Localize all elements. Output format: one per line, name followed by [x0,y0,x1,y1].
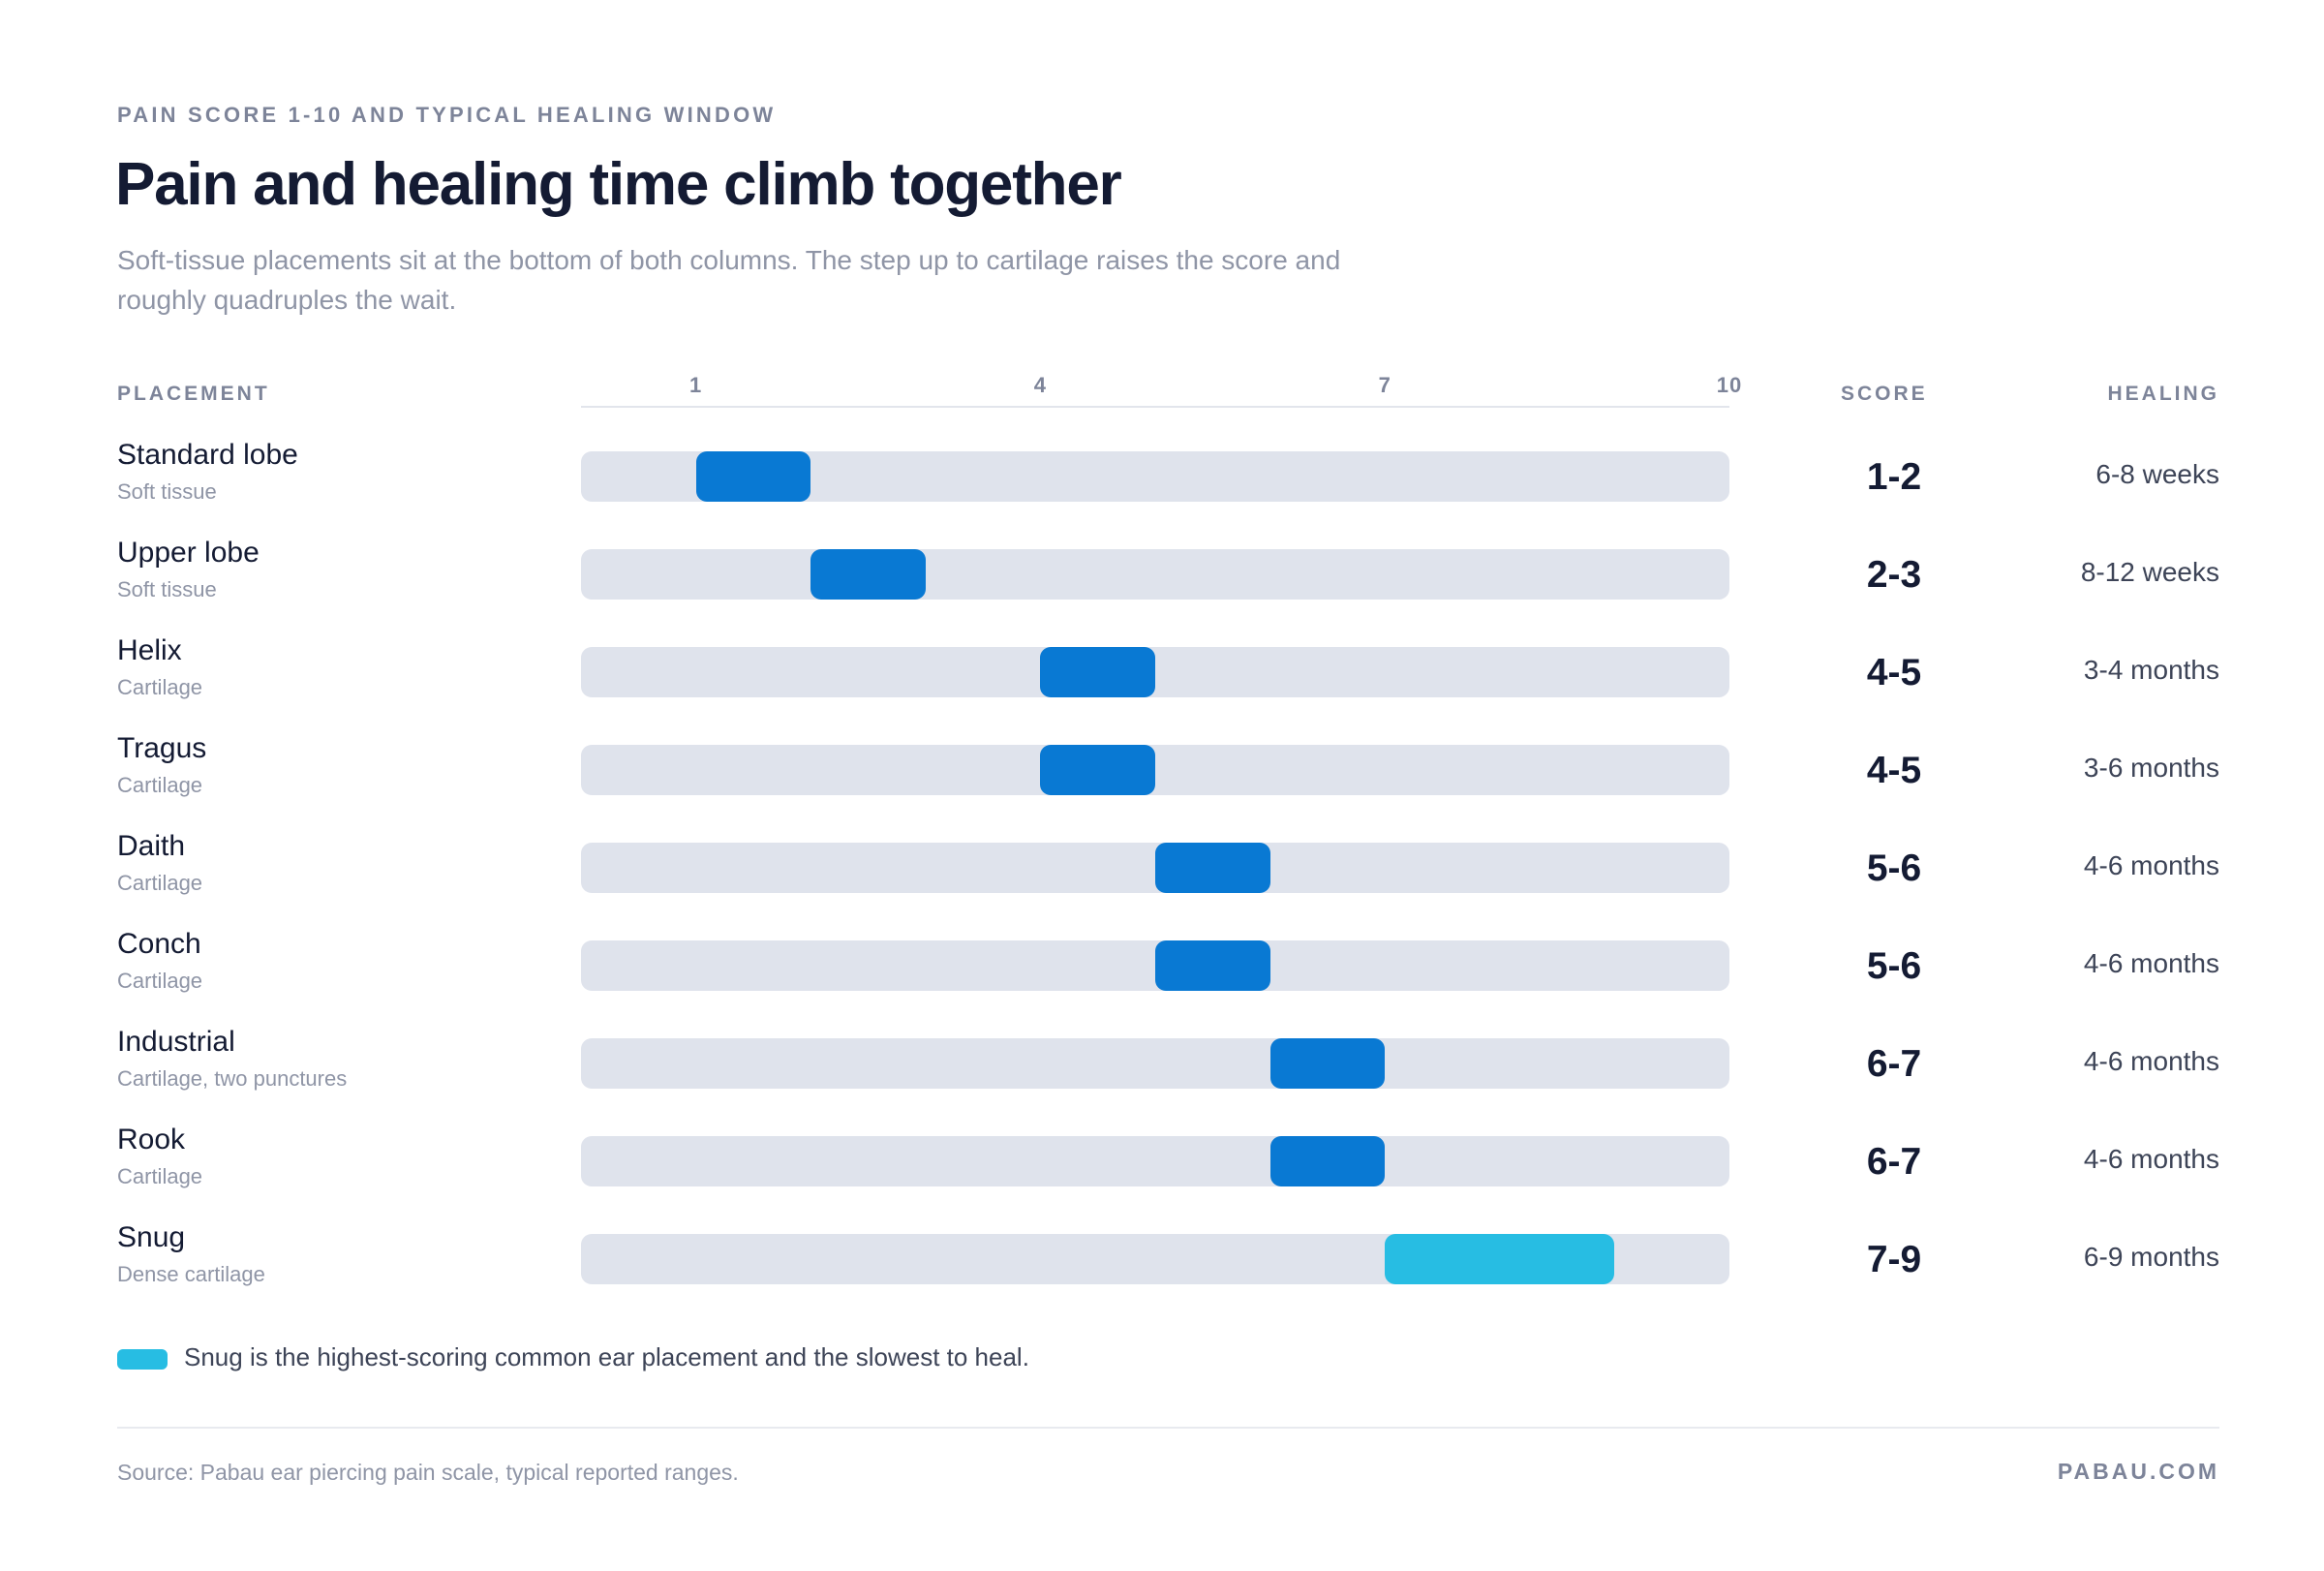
pain-range-bar [1155,843,1270,893]
pain-score: 4-5 [1866,652,1922,693]
axis-tick-label: 7 [1378,373,1391,397]
placement-name: Upper lobe [117,537,260,569]
placement-name: Helix [117,634,182,666]
pain-range-bar [1040,647,1155,697]
range-track [581,745,1729,795]
tissue-type: Cartilage, two punctures [117,1066,348,1091]
placement-row: Snug Dense cartilage 7-9 6-9 months [0,1221,2324,1318]
pain-score: 5-6 [1866,847,1922,889]
placement-row: Standard lobe Soft tissue 1-2 6-8 weeks [0,439,2324,536]
pain-range-bar [695,451,811,502]
tissue-type: Soft tissue [117,577,217,601]
placement-name: Industrial [117,1026,235,1058]
placement-row: Rook Cartilage 6-7 4-6 months [0,1124,2324,1220]
score-column-header: SCORE [1841,383,1928,405]
chart-eyebrow: PAIN SCORE 1-10 AND TYPICAL HEALING WIND… [117,103,777,127]
range-track [581,647,1729,697]
chart-subtitle: Soft-tissue placements sit at the bottom… [117,245,1341,315]
placement-row: Conch Cartilage 5-6 4-6 months [0,928,2324,1025]
range-track [581,843,1729,893]
range-track [581,1136,1729,1186]
pain-range-bar [1269,1136,1386,1186]
chart-title: Pain and healing time climb together [115,151,1122,218]
source-note: Source: Pabau ear piercing pain scale, t… [117,1460,739,1485]
healing-time: 4-6 months [2083,1144,2219,1174]
pain-range-bar [810,549,926,600]
pain-score: 6-7 [1866,1043,1922,1085]
axis-tick-label: 4 [1033,373,1048,397]
pain-range-bar [1155,940,1270,991]
placement-name: Daith [117,830,186,862]
healing-time: 6-8 weeks [2095,459,2219,489]
pain-score: 7-9 [1866,1239,1922,1280]
tissue-type: Cartilage [117,773,203,797]
healing-time: 3-4 months [2083,655,2219,685]
placement-column-header: PLACEMENT [117,383,270,405]
pain-range-bar [1040,745,1155,795]
placement-row: Helix Cartilage 4-5 3-4 months [0,634,2324,731]
tissue-type: Cartilage [117,1164,203,1188]
tissue-type: Cartilage [117,675,203,699]
range-track [581,1038,1729,1089]
tissue-type: Cartilage [117,969,203,993]
healing-time: 6-9 months [2083,1242,2219,1272]
placement-row: Upper lobe Soft tissue 2-3 8-12 weeks [0,537,2324,633]
axis-tick-label: 1 [688,373,703,397]
pain-score: 1-2 [1866,456,1922,498]
placement-name: Tragus [117,732,207,764]
legend-swatch [117,1349,168,1370]
healing-column-header: HEALING [2107,383,2219,405]
healing-time: 3-6 months [2083,753,2219,783]
placement-name: Standard lobe [117,439,298,471]
tissue-type: Dense cartilage [117,1262,265,1286]
legend-text: Snug is the highest-scoring common ear p… [184,1342,1029,1371]
tissue-type: Soft tissue [117,479,217,504]
healing-time: 8-12 weeks [2080,557,2219,587]
axis-tick-label: 10 [1716,373,1743,397]
placement-name: Conch [117,928,201,960]
pain-range-bar [1385,1234,1615,1284]
range-track [581,1234,1729,1284]
placement-row: Daith Cartilage 5-6 4-6 months [0,830,2324,927]
pain-score: 5-6 [1866,945,1922,987]
brand-label: PABAU.COM [2057,1459,2219,1484]
placement-row: Tragus Cartilage 4-5 3-6 months [0,732,2324,829]
footer-divider [117,1427,2219,1429]
placement-name: Rook [117,1124,186,1155]
pain-score: 6-7 [1866,1141,1922,1183]
pain-score: 4-5 [1866,750,1922,791]
pain-range-bar [1269,1038,1386,1089]
pain-score: 2-3 [1866,554,1922,596]
healing-time: 4-6 months [2083,850,2219,880]
placement-row: Industrial Cartilage, two punctures 6-7 4-6… [0,1026,2324,1123]
healing-time: 4-6 months [2083,948,2219,978]
placement-name: Snug [117,1221,186,1253]
range-track [581,549,1729,600]
tissue-type: Cartilage [117,871,203,895]
range-track [581,940,1729,991]
range-track [581,451,1729,502]
healing-time: 4-6 months [2083,1046,2219,1076]
axis-line [581,406,1729,408]
